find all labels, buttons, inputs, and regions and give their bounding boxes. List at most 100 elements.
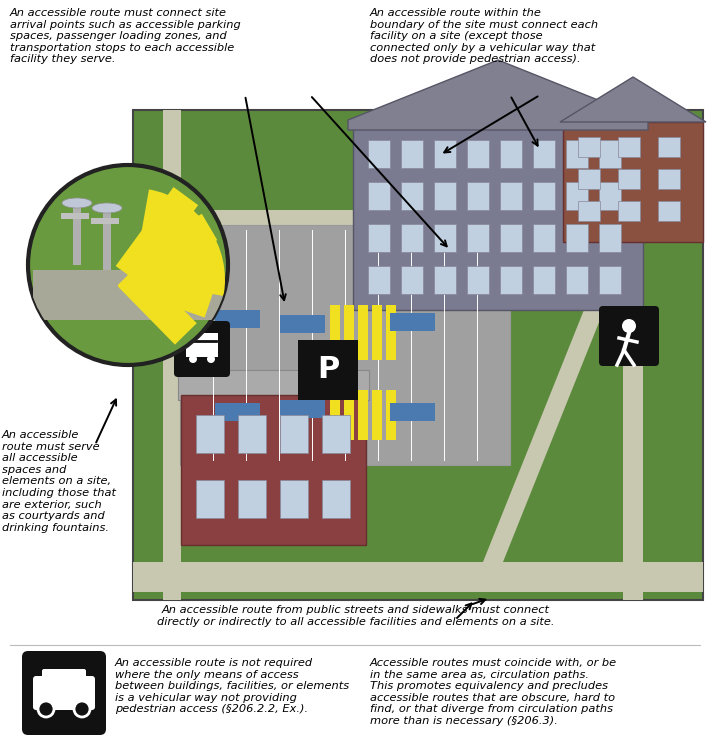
Bar — [358, 390, 368, 440]
Polygon shape — [33, 270, 118, 310]
Bar — [533, 224, 555, 252]
Text: P: P — [317, 355, 339, 384]
FancyBboxPatch shape — [42, 669, 86, 691]
Bar — [280, 315, 325, 333]
Bar — [33, 270, 223, 320]
Bar — [368, 266, 390, 294]
Bar — [178, 210, 618, 228]
Bar — [215, 403, 260, 421]
Bar — [500, 182, 522, 210]
Bar — [578, 137, 600, 157]
Bar — [180, 225, 510, 465]
Wedge shape — [133, 189, 225, 296]
Bar — [344, 305, 354, 360]
Bar — [175, 340, 193, 540]
Bar — [566, 266, 588, 294]
Bar — [533, 140, 555, 168]
Text: An accessible route from public streets and sidewalks must connect
directly or i: An accessible route from public streets … — [157, 605, 555, 627]
Polygon shape — [483, 225, 638, 562]
Bar — [280, 480, 308, 518]
Bar — [578, 201, 600, 221]
Bar — [566, 140, 588, 168]
Bar — [401, 266, 423, 294]
Bar — [658, 137, 680, 157]
Polygon shape — [560, 77, 706, 122]
Bar — [322, 415, 350, 453]
Bar — [353, 120, 643, 310]
Bar — [618, 137, 640, 157]
Bar — [103, 210, 111, 270]
Bar — [434, 224, 456, 252]
Bar — [467, 182, 489, 210]
Bar — [298, 340, 358, 400]
Bar — [623, 110, 643, 600]
Circle shape — [622, 319, 636, 333]
Bar — [434, 266, 456, 294]
Bar — [133, 110, 703, 600]
FancyBboxPatch shape — [174, 321, 230, 377]
Bar — [61, 213, 89, 219]
Bar — [178, 370, 369, 400]
Bar — [368, 182, 390, 210]
Bar — [500, 140, 522, 168]
Bar — [358, 305, 368, 360]
Bar — [344, 390, 354, 440]
Bar — [280, 415, 308, 453]
Bar — [658, 201, 680, 221]
Bar — [73, 205, 81, 265]
Bar — [533, 182, 555, 210]
Bar — [401, 140, 423, 168]
Bar — [434, 182, 456, 210]
Bar — [599, 266, 621, 294]
Circle shape — [28, 165, 228, 365]
Bar — [330, 305, 340, 360]
Bar — [467, 140, 489, 168]
Text: An accessible
route must serve
all accessible
spaces and
elements on a site,
inc: An accessible route must serve all acces… — [2, 430, 116, 533]
Bar — [368, 140, 390, 168]
Bar — [238, 480, 266, 518]
Bar — [618, 201, 640, 221]
Bar — [401, 224, 423, 252]
Circle shape — [74, 701, 90, 717]
FancyBboxPatch shape — [22, 651, 106, 735]
Circle shape — [207, 355, 215, 363]
Bar — [372, 390, 382, 440]
Bar — [599, 182, 621, 210]
Bar — [163, 110, 181, 600]
Bar — [618, 169, 640, 189]
Bar — [390, 403, 435, 421]
Polygon shape — [348, 60, 648, 130]
Bar — [181, 395, 366, 545]
Bar — [533, 266, 555, 294]
Circle shape — [38, 701, 54, 717]
Bar — [215, 310, 260, 328]
Bar — [330, 390, 340, 440]
Bar — [186, 333, 218, 357]
Bar — [467, 224, 489, 252]
Bar — [500, 266, 522, 294]
Bar — [563, 122, 703, 242]
Bar — [500, 224, 522, 252]
Text: Accessible routes must coincide with, or be
in the same area as, circulation pat: Accessible routes must coincide with, or… — [370, 658, 617, 726]
Bar — [368, 224, 390, 252]
Bar — [196, 480, 224, 518]
Text: An accessible route must connect site
arrival points such as accessible parking
: An accessible route must connect site ar… — [10, 8, 241, 64]
Bar — [467, 266, 489, 294]
Bar — [372, 305, 382, 360]
Bar — [578, 169, 600, 189]
Bar — [566, 224, 588, 252]
Bar — [386, 390, 396, 440]
Ellipse shape — [62, 198, 92, 208]
Text: An accessible route is not required
where the only means of access
between build: An accessible route is not required wher… — [115, 658, 349, 715]
Bar — [434, 140, 456, 168]
Bar — [566, 182, 588, 210]
Bar — [658, 169, 680, 189]
FancyBboxPatch shape — [33, 676, 95, 710]
Ellipse shape — [92, 203, 122, 213]
Bar — [599, 140, 621, 168]
Bar — [280, 400, 325, 418]
Bar — [322, 480, 350, 518]
FancyBboxPatch shape — [599, 306, 659, 366]
Bar — [91, 218, 119, 224]
Bar — [390, 313, 435, 331]
